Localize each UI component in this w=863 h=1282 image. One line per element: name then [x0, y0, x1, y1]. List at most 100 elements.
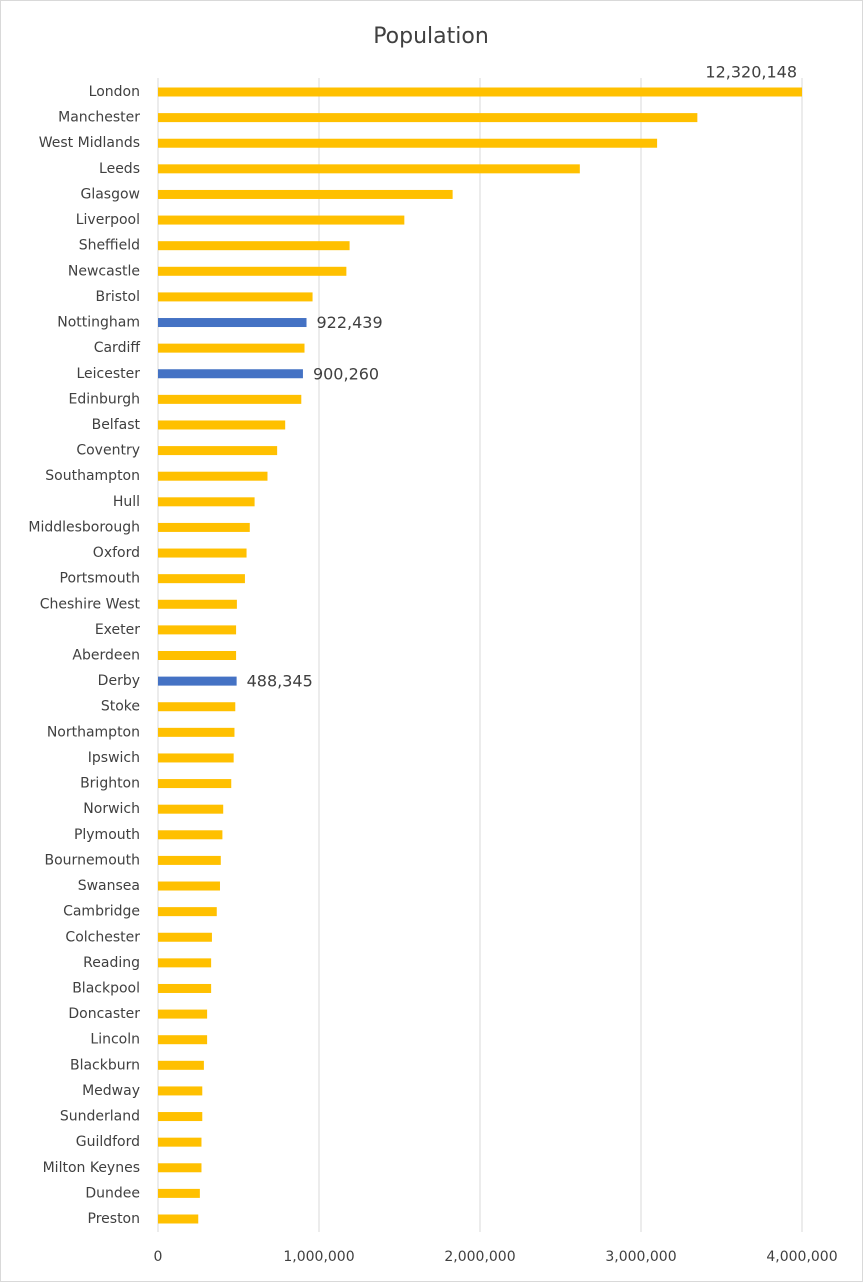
data-label: 488,345: [247, 672, 313, 691]
y-tick-label: Middlesborough: [28, 519, 140, 535]
bar: [158, 804, 224, 814]
y-tick-label: Leicester: [76, 366, 140, 382]
bar: [158, 471, 268, 481]
y-tick-label: Milton Keynes: [43, 1160, 140, 1176]
y-tick-label: Bournemouth: [45, 852, 140, 868]
bar: [158, 1188, 200, 1198]
y-tick-label: Aberdeen: [72, 648, 140, 664]
bar: [158, 1112, 203, 1122]
y-tick-label: Cheshire West: [40, 596, 141, 612]
bar: [158, 266, 347, 276]
y-tick-label: London: [89, 84, 140, 100]
y-tick-label: Medway: [82, 1083, 140, 1099]
y-tick-label: Edinburgh: [68, 391, 140, 407]
bars: [158, 87, 802, 1224]
bar: [158, 343, 305, 353]
y-tick-label: Sheffield: [79, 238, 140, 254]
y-tick-label: Belfast: [92, 417, 141, 433]
y-tick-label: Bristol: [96, 289, 141, 305]
y-tick-label: Blackburn: [70, 1057, 140, 1073]
bar: [158, 241, 350, 251]
bar: [158, 548, 247, 558]
data-label: 12,320,148: [705, 63, 797, 82]
bar: [158, 420, 286, 430]
y-tick-label: Stoke: [101, 699, 140, 715]
bar: [158, 574, 245, 584]
bar: [158, 164, 580, 174]
x-tick-label: 2,000,000: [444, 1249, 515, 1265]
y-tick-label: Blackpool: [72, 980, 140, 996]
y-tick-label: Doncaster: [68, 1006, 140, 1022]
y-tick-label: Norwich: [83, 801, 140, 817]
bar: [158, 292, 313, 302]
chart-title: Population: [373, 24, 489, 49]
y-tick-label: Cardiff: [94, 340, 141, 356]
y-tick-label: Sunderland: [60, 1109, 140, 1125]
y-tick-label: Leeds: [99, 161, 140, 177]
bar: [158, 1137, 202, 1147]
bar: [158, 727, 235, 737]
y-tick-label: Brighton: [80, 776, 140, 792]
bar: [158, 932, 212, 942]
y-tick-label: Manchester: [58, 110, 140, 126]
bar: [158, 702, 236, 712]
y-tick-label: Oxford: [93, 545, 140, 561]
x-tick-label: 4,000,000: [766, 1249, 837, 1265]
x-tick-label: 0: [154, 1249, 163, 1265]
y-tick-label: Exeter: [95, 622, 140, 638]
bar: [158, 1163, 202, 1173]
bar: [158, 907, 217, 917]
y-tick-label: Liverpool: [76, 212, 140, 228]
y-tick-label: West Midlands: [39, 135, 140, 151]
bar: [158, 599, 237, 609]
y-tick-label: Cambridge: [63, 904, 140, 920]
bar: [158, 1086, 203, 1096]
bar: [158, 522, 250, 532]
data-label: 922,439: [317, 313, 383, 332]
bar: [158, 138, 658, 148]
y-tick-label: Plymouth: [74, 827, 140, 843]
bar: [158, 958, 212, 968]
y-tick-label: Glasgow: [80, 186, 140, 202]
bar: [158, 625, 237, 635]
bar: [158, 1009, 208, 1019]
y-tick-label: Reading: [83, 955, 140, 971]
data-label: 900,260: [313, 364, 379, 383]
y-tick-label: Dundee: [85, 1185, 140, 1201]
y-tick-label: Ipswich: [88, 750, 140, 766]
y-tick-label: Derby: [98, 673, 140, 689]
y-tick-label: Hull: [113, 494, 140, 510]
bar: [158, 113, 698, 123]
y-tick-label: Swansea: [78, 878, 140, 894]
bar: [158, 676, 237, 686]
bar: [158, 753, 234, 763]
y-tick-label: Lincoln: [90, 1032, 140, 1048]
bar: [158, 369, 303, 379]
bar: [158, 651, 237, 660]
y-tick-label: Northampton: [47, 724, 140, 740]
y-tick-label: Preston: [88, 1211, 140, 1227]
y-tick-label: Portsmouth: [60, 571, 141, 587]
y-tick-label: Colchester: [65, 929, 140, 945]
bar: [158, 1214, 199, 1224]
y-tick-label: Coventry: [76, 443, 140, 459]
bar: [158, 318, 307, 328]
y-tick-label: Guildford: [76, 1134, 140, 1150]
bar: [158, 830, 223, 840]
bar: [158, 855, 221, 865]
y-tick-label: Newcastle: [68, 263, 140, 279]
bar: [158, 215, 405, 225]
bar: [158, 189, 453, 199]
bar: [158, 779, 232, 789]
y-tick-label: Nottingham: [57, 315, 140, 331]
bar: [158, 983, 212, 993]
bar: [158, 881, 220, 891]
x-tick-label: 3,000,000: [605, 1249, 676, 1265]
bar: [158, 497, 255, 507]
bar: [158, 1035, 208, 1045]
y-tick-label: Southampton: [45, 468, 140, 484]
bar: [158, 1060, 204, 1070]
x-tick-label: 1,000,000: [283, 1249, 354, 1265]
